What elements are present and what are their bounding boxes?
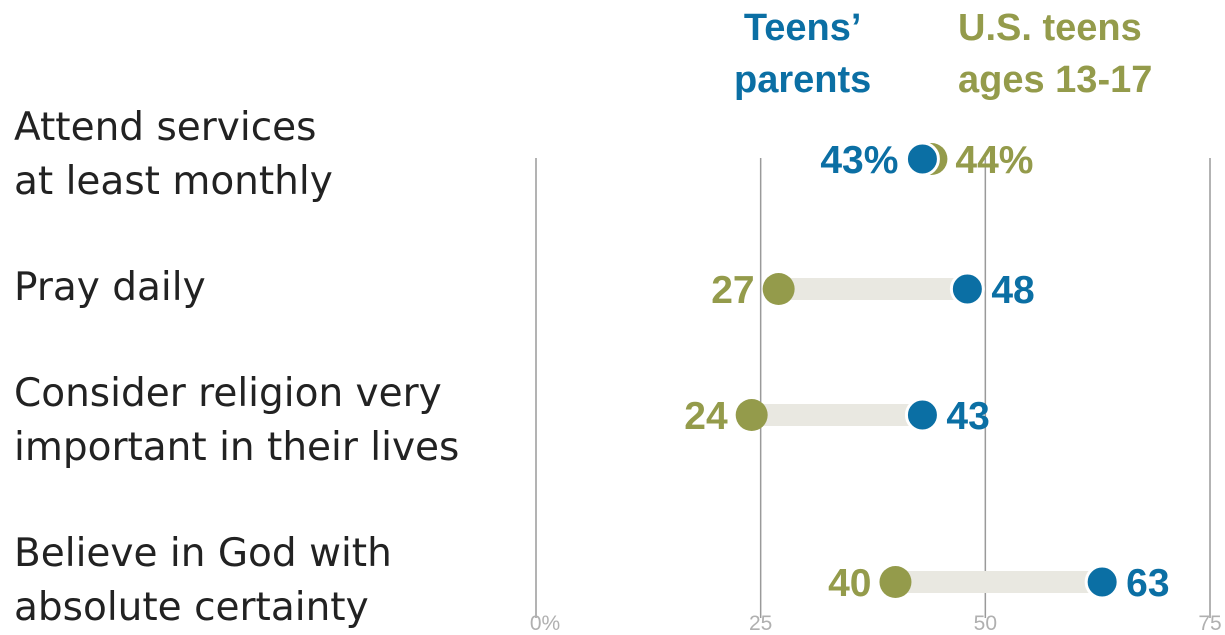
dot-us-teens [735,399,768,431]
dot-us-teens [762,273,795,305]
value-label-us-teens: 40 [828,562,871,605]
legend-us-teens: U.S. teens ages 13-17 [958,2,1152,106]
category-label-line: Pray daily [14,265,206,310]
legend-label-line: ages 13-17 [958,59,1153,101]
category-label: Attend services at least monthly [14,101,333,209]
connectors [751,278,1103,593]
dot-teens-parents [904,141,940,177]
category-label-line: Consider religion very [14,371,442,416]
x-tick-label: 25 [749,612,772,633]
category-label: Believe in God with absolute certainty [14,527,392,635]
legend-label-line: parents [734,59,872,101]
x-axis-tick-labels: 0% 25 50 75 [530,612,1222,633]
value-label-teens-parents: 63 [1126,562,1169,605]
category-label-line: at least monthly [14,159,333,204]
value-label-teens-parents: 43% [820,139,898,182]
value-label-teens-parents: 43 [946,395,989,438]
value-labels: 43% 44% 48 27 43 24 63 40 [684,139,1169,605]
legend-teens-parents: Teens’ parents [734,2,871,106]
value-label-us-teens: 24 [684,395,728,438]
data-points [735,141,1120,600]
x-tick-label: 50 [974,612,997,633]
value-label-teens-parents: 48 [991,269,1034,312]
category-label: Pray daily [14,261,206,315]
value-label-us-teens: 44% [955,139,1033,182]
dot-teens-parents [949,271,985,307]
x-tick-label: 0% [530,612,560,633]
dot-teens-parents [904,397,940,433]
legend-label-line: U.S. teens [958,7,1142,49]
category-label-line: Attend services [14,105,317,150]
category-label-line: important in their lives [14,425,460,470]
category-label-line: absolute certainty [14,585,369,630]
category-label: Consider religion very important in thei… [14,367,459,475]
dot-us-teens [879,566,912,598]
dot-teens-parents [1084,564,1120,600]
x-tick-label: 75 [1198,612,1221,633]
value-label-us-teens: 27 [711,269,754,312]
gridlines [535,158,1211,618]
category-label-line: Believe in God with [14,531,392,576]
legend-label-line: Teens’ [743,7,862,49]
